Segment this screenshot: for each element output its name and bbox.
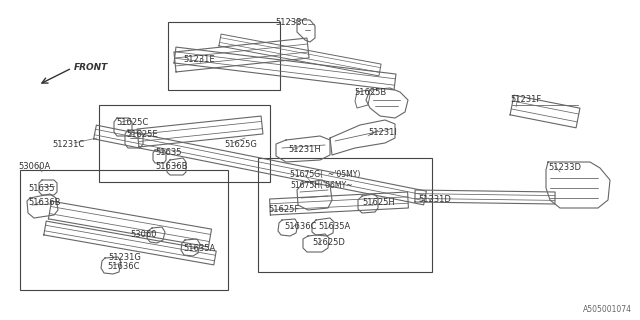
Bar bbox=[20, 170, 228, 290]
Text: 51625F: 51625F bbox=[268, 205, 300, 214]
Text: 51636B: 51636B bbox=[28, 198, 61, 207]
Text: 51635: 51635 bbox=[155, 148, 182, 157]
Text: 51635A: 51635A bbox=[318, 222, 350, 231]
Bar bbox=[99, 105, 270, 182]
Text: 51636C: 51636C bbox=[284, 222, 317, 231]
Text: 51231H: 51231H bbox=[288, 145, 321, 154]
Text: FRONT: FRONT bbox=[74, 63, 108, 73]
Text: 51231G: 51231G bbox=[108, 253, 141, 262]
Text: 51636B: 51636B bbox=[155, 162, 188, 171]
Text: 51231D: 51231D bbox=[418, 195, 451, 204]
Text: 51675G(  ~'05MY): 51675G( ~'05MY) bbox=[290, 170, 360, 179]
Bar bbox=[168, 22, 280, 90]
Text: 51231C: 51231C bbox=[52, 140, 84, 149]
Text: 51233C: 51233C bbox=[275, 18, 307, 27]
Text: 51635A: 51635A bbox=[183, 244, 215, 253]
Text: 51625H: 51625H bbox=[362, 198, 395, 207]
Text: 51233D: 51233D bbox=[548, 163, 581, 172]
Text: 51635: 51635 bbox=[28, 184, 54, 193]
Text: 51675H('06MY~: 51675H('06MY~ bbox=[290, 181, 353, 190]
Text: 51636C: 51636C bbox=[107, 262, 140, 271]
Text: 51625G: 51625G bbox=[224, 140, 257, 149]
Text: A505001074: A505001074 bbox=[583, 305, 632, 314]
Bar bbox=[258, 158, 432, 272]
Text: 53060: 53060 bbox=[130, 230, 157, 239]
Text: 51231E: 51231E bbox=[183, 55, 214, 64]
Text: 51625E: 51625E bbox=[126, 130, 157, 139]
Text: 51625C: 51625C bbox=[116, 118, 148, 127]
Text: 51625D: 51625D bbox=[312, 238, 345, 247]
Text: 51231I: 51231I bbox=[368, 128, 397, 137]
Text: 51231F: 51231F bbox=[510, 95, 541, 104]
Text: 53060A: 53060A bbox=[18, 162, 51, 171]
Text: 51625B: 51625B bbox=[354, 88, 387, 97]
